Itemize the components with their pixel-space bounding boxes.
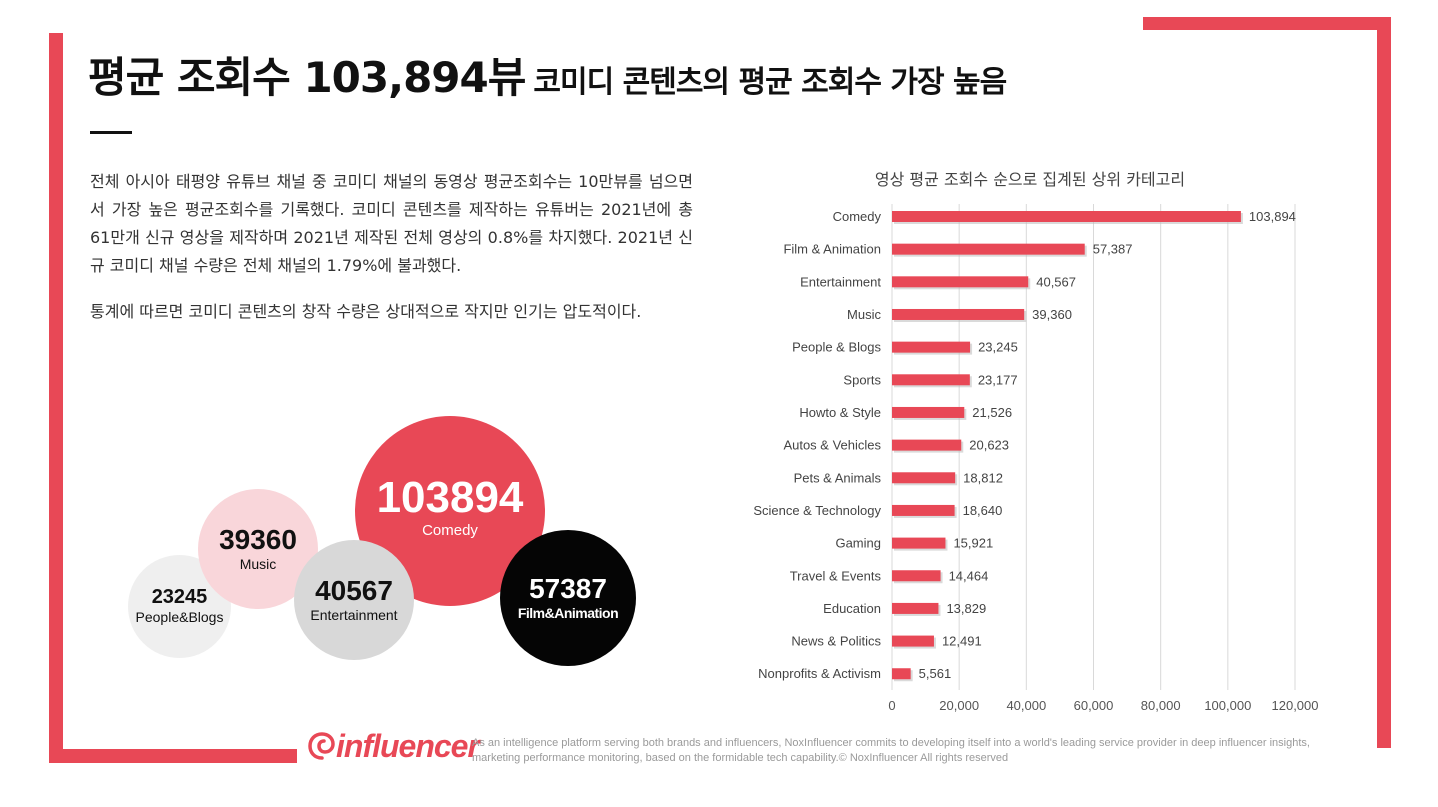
- bubble-value: 39360: [219, 524, 297, 556]
- x-tick-label: 0: [888, 698, 895, 713]
- bar-chart: 영상 평균 조회수 순으로 집계된 상위 카테고리 0 20,000 40,000 6…: [753, 170, 1318, 713]
- data-label: 103,894: [1249, 209, 1296, 224]
- bar: [892, 341, 971, 353]
- logo-swirl-icon: [308, 732, 335, 760]
- data-label: 14,464: [949, 568, 989, 583]
- frame-bottom-bar: [49, 749, 297, 763]
- bar: [892, 406, 965, 418]
- title-sub: 코미디 콘텐츠의 평균 조회수 가장 높음: [533, 65, 1007, 100]
- data-label: 12,491: [942, 634, 982, 649]
- category-label: Nonprofits & Activism: [758, 666, 881, 681]
- influencer-logo: influencer: [308, 728, 480, 765]
- x-tick-label: 40,000: [1006, 698, 1046, 713]
- category-label: Gaming: [835, 536, 881, 551]
- category-label: Comedy: [833, 209, 882, 224]
- bar: [892, 504, 955, 516]
- data-label: 18,812: [963, 470, 1003, 485]
- bar: [892, 537, 946, 549]
- x-tick-label: 80,000: [1141, 698, 1181, 713]
- bubble-value: 103894: [376, 473, 524, 523]
- category-label: Music: [847, 307, 881, 322]
- x-tick-label: 100,000: [1204, 698, 1251, 713]
- bubble-entertainment: 40567 Entertainment: [294, 540, 414, 660]
- body-paragraph-1: 전체 아시아 태평양 유튜브 채널 중 코미디 채널의 동영상 평균조회수는 1…: [90, 172, 693, 275]
- category-label: Howto & Style: [799, 405, 881, 420]
- bar: [892, 668, 911, 680]
- bubble-label: Music: [239, 555, 277, 572]
- data-label: 57,387: [1093, 242, 1133, 257]
- footer-note: As an intelligence platform serving both…: [472, 737, 1310, 764]
- bubble-film-animation: 57387 Film&Animation: [500, 530, 636, 666]
- bar: [892, 635, 934, 647]
- frame-right-bar: [1377, 17, 1391, 748]
- category-label: News & Politics: [791, 634, 881, 649]
- bar: [892, 374, 970, 386]
- title-underline: [90, 131, 132, 134]
- data-label: 39,360: [1032, 307, 1072, 322]
- data-label: 23,177: [978, 372, 1018, 387]
- chart-title: 영상 평균 조회수 순으로 집계된 상위 카테고리: [875, 170, 1185, 189]
- frame-left-bar: [49, 33, 63, 763]
- category-label: Sports: [843, 372, 881, 387]
- data-label: 40,567: [1036, 274, 1076, 289]
- x-tick-label: 60,000: [1074, 698, 1114, 713]
- data-label: 20,623: [969, 438, 1009, 453]
- category-label: Entertainment: [800, 274, 881, 289]
- frame-top-bar: [1143, 17, 1391, 30]
- data-label: 5,561: [919, 666, 952, 681]
- bubble-value: 23245: [151, 585, 208, 608]
- bubble-value: 40567: [315, 575, 393, 607]
- data-label: 15,921: [953, 536, 993, 551]
- bubble-value: 57387: [529, 573, 607, 605]
- bar: [892, 602, 939, 614]
- bubble-label: People&Blogs: [135, 608, 224, 625]
- data-label: 21,526: [972, 405, 1012, 420]
- x-tick-label: 120,000: [1272, 698, 1319, 713]
- category-label: Education: [823, 601, 881, 616]
- bar: [892, 276, 1029, 288]
- bar: [892, 472, 956, 484]
- data-label: 13,829: [946, 601, 986, 616]
- category-label: Science & Technology: [753, 503, 881, 518]
- category-label: Film & Animation: [783, 242, 881, 257]
- category-label: People & Blogs: [792, 340, 881, 355]
- bar: [892, 308, 1025, 320]
- bar: [892, 570, 941, 582]
- x-tick-label: 20,000: [939, 698, 979, 713]
- category-label: Travel & Events: [790, 568, 882, 583]
- body-paragraph-2: 통계에 따르면 코미디 콘텐츠의 창작 수량은 상대적으로 작지만 인기는 압도…: [90, 302, 642, 321]
- category-label: Pets & Animals: [794, 470, 882, 485]
- page-title: 평균 조회수 103,894뷰 코미디 콘텐츠의 평균 조회수 가장 높음: [88, 44, 1007, 105]
- bar: [892, 243, 1085, 255]
- data-label: 18,640: [963, 503, 1003, 518]
- data-label: 23,245: [978, 340, 1018, 355]
- title-main: 평균 조회수 103,894뷰: [88, 53, 526, 102]
- category-label: Autos & Vehicles: [783, 438, 881, 453]
- logo-text: influencer: [336, 728, 480, 764]
- bubble-label: Comedy: [422, 522, 478, 540]
- chart-bars: [892, 211, 1243, 682]
- bubble-label: Film&Animation: [517, 604, 619, 621]
- bar: [892, 211, 1241, 222]
- bar: [892, 439, 962, 451]
- chart-labels: 0 20,000 40,000 60,000 80,000 100,000 120,000 C…: [753, 209, 1318, 713]
- bubble-label: Entertainment: [310, 606, 398, 623]
